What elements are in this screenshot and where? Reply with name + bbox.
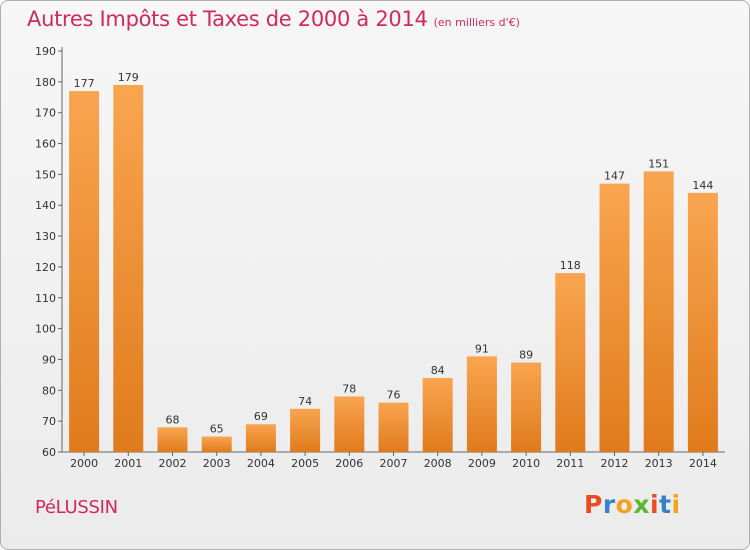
y-tick-label: 80 <box>42 384 56 397</box>
chart-title-text: Autres Impôts et Taxes de 2000 à 2014 <box>27 7 428 31</box>
x-tick-label-2003: 2003 <box>203 457 231 470</box>
x-tick-label-2008: 2008 <box>424 457 452 470</box>
brand-letter: x <box>633 490 650 519</box>
brand-letter: t <box>659 490 672 519</box>
x-tick-label-2006: 2006 <box>335 457 363 470</box>
value-label-2002: 68 <box>166 413 180 426</box>
bar-2002 <box>157 427 188 452</box>
x-tick-label-2012: 2012 <box>601 457 629 470</box>
brand-letter: r <box>602 490 616 519</box>
value-label-2003: 65 <box>210 423 224 436</box>
value-label-2013: 151 <box>648 157 669 170</box>
value-label-2004: 69 <box>254 410 268 423</box>
value-label-2005: 74 <box>298 395 312 408</box>
y-tick-label: 170 <box>35 107 56 120</box>
value-label-2006: 78 <box>342 382 356 395</box>
bar-2003 <box>201 436 232 452</box>
bar-2007 <box>378 402 409 452</box>
brand-letter: i <box>671 490 681 519</box>
y-tick-label: 70 <box>42 415 56 428</box>
bars <box>69 84 718 453</box>
y-tick-label: 110 <box>35 292 56 305</box>
y-tick-label: 180 <box>35 76 56 89</box>
value-label-2010: 89 <box>519 349 533 362</box>
commune-name: PéLUSSIN <box>35 497 118 518</box>
chart-subtitle: (en milliers d'€) <box>433 16 520 29</box>
bar-2006 <box>334 396 365 452</box>
brand-letter: P <box>584 490 603 519</box>
y-tick-label: 190 <box>35 45 56 58</box>
value-label-2007: 76 <box>387 389 401 402</box>
y-tick-label: 60 <box>42 446 56 459</box>
x-tick-label-2004: 2004 <box>247 457 275 470</box>
chart-title: Autres Impôts et Taxes de 2000 à 2014 (en… <box>27 7 520 31</box>
value-label-2012: 147 <box>604 170 625 183</box>
x-tick-label-2014: 2014 <box>689 457 717 470</box>
bar-2001 <box>113 84 144 452</box>
y-tick-label: 130 <box>35 230 56 243</box>
y-tick-label: 160 <box>35 138 56 151</box>
bar-2011 <box>555 273 586 452</box>
bar-2009 <box>466 356 497 452</box>
y-tick-label: 140 <box>35 199 56 212</box>
x-tick-label-2010: 2010 <box>512 457 540 470</box>
value-labels: 177 179 68 65 69 74 78 76 84 91 89 118 147 151 144 <box>74 71 714 436</box>
bar-2005 <box>290 408 321 452</box>
x-tick-label-2009: 2009 <box>468 457 496 470</box>
value-label-2008: 84 <box>431 364 445 377</box>
y-tick-label: 100 <box>35 323 56 336</box>
x-tick-label-2005: 2005 <box>291 457 319 470</box>
value-label-2011: 118 <box>560 259 581 272</box>
bar-2000 <box>69 91 100 452</box>
brand-letter: i <box>650 490 660 519</box>
bar-2008 <box>422 377 453 452</box>
x-tick-label-2000: 2000 <box>70 457 98 470</box>
axes: 60 70 80 90 100 110 120 130 140 150 160 170 180 190 20… <box>35 45 725 470</box>
proxiti-logo[interactable]: Proxiti <box>584 490 681 519</box>
bar-2013 <box>643 171 674 453</box>
x-tick-label-2011: 2011 <box>556 457 584 470</box>
value-label-2009: 91 <box>475 342 489 355</box>
value-label-2014: 144 <box>692 179 713 192</box>
x-tick-label-2001: 2001 <box>114 457 142 470</box>
x-tick-label-2013: 2013 <box>645 457 673 470</box>
value-label-2001: 179 <box>118 71 139 84</box>
y-tick-label: 120 <box>35 261 56 274</box>
x-tick-label-2002: 2002 <box>159 457 187 470</box>
bar-2010 <box>511 362 542 452</box>
bar-2012 <box>599 183 630 452</box>
brand-letter: o <box>615 490 634 519</box>
y-tick-label: 150 <box>35 168 56 181</box>
x-tick-label-2007: 2007 <box>380 457 408 470</box>
value-label-2000: 177 <box>74 77 95 90</box>
bar-2014 <box>687 192 718 452</box>
bar-2004 <box>245 424 276 452</box>
y-tick-label: 90 <box>42 353 56 366</box>
